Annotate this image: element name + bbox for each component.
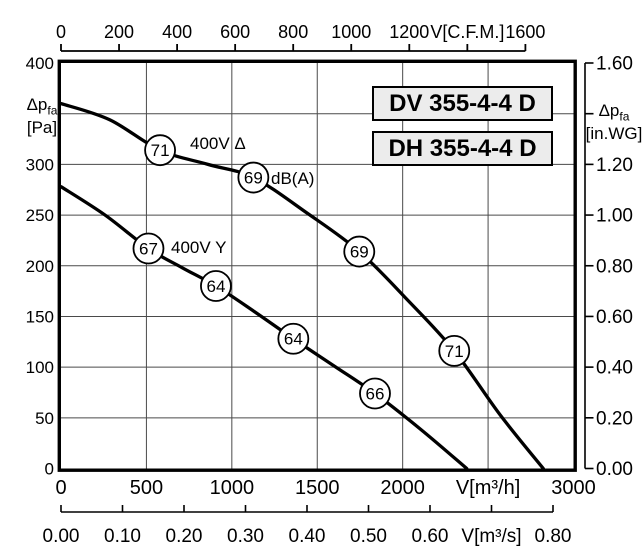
curve-label-400v-y: 400V Y <box>171 238 227 257</box>
m3h-tick-label: 1500 <box>295 477 340 499</box>
m3s-tick-label: 0.20 <box>166 526 203 547</box>
m3s-tick-label: 0.60 <box>412 526 449 547</box>
y-right-tick-label: 1.20 <box>596 155 633 176</box>
noise-marker-circle <box>132 232 165 265</box>
curve-markers: 71 69 69 71 67 64 64 66 <box>132 134 471 410</box>
y-axis-left-unit-label: Δpfa [Pa] <box>26 95 58 138</box>
model-label-dv: DV 355-4-4 D <box>372 86 553 121</box>
cfm-tick-label: 200 <box>104 22 134 42</box>
noise-marker-circle <box>343 235 376 268</box>
y-left-tick-label: 250 <box>26 206 54 225</box>
y-left-tick-label: 150 <box>26 307 54 326</box>
y-axis-right-unit-label: Δpfa [in.WG] <box>585 101 643 144</box>
y-right-tick-label: 0.80 <box>596 256 633 277</box>
m3h-tick-label: 1000 <box>210 477 255 499</box>
noise-marker-value: 69 <box>244 169 263 188</box>
y-right-tick-label: 1.00 <box>596 206 633 227</box>
y-left-tick-label: 300 <box>26 155 54 174</box>
y-right-tick-label: 0.40 <box>596 358 633 379</box>
noise-marker-value: 66 <box>366 384 385 403</box>
m3s-tick-label: 0.40 <box>289 526 326 547</box>
y-right-tick-label: 0.60 <box>596 307 633 328</box>
m3s-tick-label: 0.30 <box>227 526 264 547</box>
noise-marker-circle <box>359 377 391 410</box>
model-label-dh: DH 355-4-4 D <box>372 131 553 166</box>
noise-marker-circle <box>438 335 471 367</box>
noise-marker-value: 64 <box>206 277 225 296</box>
noise-marker-value: 64 <box>284 330 303 349</box>
noise-marker-circle <box>277 322 310 355</box>
curve-label-400v-delta: 400V Δ <box>190 134 246 153</box>
cfm-tick-label: 1000 <box>331 22 371 42</box>
y-left-tick-label: 200 <box>26 257 54 276</box>
m3s-tick-label: 0.00 <box>43 526 80 547</box>
noise-marker-value: 71 <box>445 342 464 361</box>
gridlines <box>61 63 574 469</box>
m3h-tick-label: 0 <box>55 477 66 499</box>
noise-marker-circle <box>200 270 232 302</box>
m3h-tick-label: V[m³/h] <box>456 477 520 499</box>
noise-marker-circle <box>144 134 176 167</box>
noise-marker-value: 69 <box>350 243 369 262</box>
m3h-tick-label: 2000 <box>380 477 425 499</box>
cfm-tick-label: 800 <box>278 22 308 42</box>
y-left-tick-label: 0 <box>45 460 54 479</box>
cfm-tick-label: 400 <box>162 22 192 42</box>
m3s-tick-label: 0.10 <box>104 526 141 547</box>
noise-marker-circle <box>237 161 270 194</box>
cfm-tick-label: 1200 <box>389 22 429 42</box>
fan-curve-wye <box>59 185 469 471</box>
cfm-tick-label: 600 <box>220 22 250 42</box>
noise-marker-value: 67 <box>139 240 158 259</box>
y-right-tick-label: 0.00 <box>596 459 633 480</box>
m3s-tick-label: 0.50 <box>350 526 387 547</box>
y-right-tick-label: 1.60 <box>596 54 633 75</box>
y-left-tick-label: 100 <box>26 358 54 377</box>
noise-marker-value: 71 <box>151 141 170 160</box>
axis-scales <box>60 44 594 513</box>
plot-border <box>57 59 577 472</box>
cfm-tick-label: V[C.F.M.] <box>430 22 504 42</box>
y-left-tick-label: 50 <box>35 409 54 428</box>
m3s-tick-label: 0.80 <box>535 526 572 547</box>
y-right-tick-label: 0.20 <box>596 408 633 429</box>
cfm-tick-label: 0 <box>56 22 66 42</box>
db-a-unit-label: dB(A) <box>271 169 315 188</box>
y-left-tick-label: 400 <box>26 54 54 73</box>
m3s-tick-label: V[m³/s] <box>461 526 521 547</box>
m3h-tick-label: 500 <box>130 477 163 499</box>
m3h-tick-label: 3000 <box>551 477 596 499</box>
plot-frame <box>57 59 577 472</box>
cfm-tick-label: 1600 <box>505 22 545 42</box>
